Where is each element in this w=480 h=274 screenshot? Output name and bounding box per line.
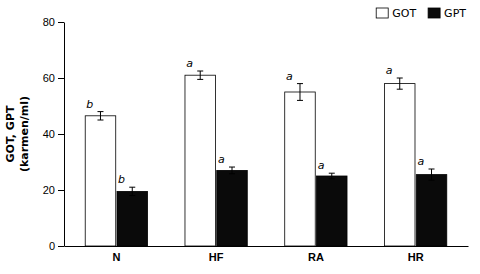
error-bar: [197, 71, 203, 79]
legend-item: GPT: [428, 7, 466, 20]
y-tick-label: 60: [43, 72, 55, 84]
y-tick-mark: [58, 22, 64, 23]
significance-letter: b: [118, 173, 125, 186]
legend-label: GOT: [392, 7, 416, 20]
y-axis-title-line: GOT, GPT: [4, 105, 17, 162]
legend-swatch: [376, 8, 388, 18]
legend-label: GPT: [444, 7, 466, 20]
y-tick: 80: [43, 16, 64, 28]
x-tick: N: [112, 251, 120, 263]
plot: 0 20 40 60 80 N HF RA HR b a a a b a a a GOT GPT: [43, 7, 469, 263]
error-bar: [229, 167, 235, 174]
significance-letter: a: [286, 70, 293, 83]
x-tick-label: HR: [408, 251, 424, 263]
error-bar: [329, 173, 335, 179]
y-axis-title: GOT, GPT(karmen/ml): [4, 96, 31, 172]
y-tick: 40: [43, 128, 64, 140]
legend-item: GOT: [376, 7, 416, 20]
bar: [285, 92, 316, 246]
x-axis-line: [65, 246, 469, 247]
bar: [217, 170, 248, 246]
significance-letter: a: [186, 57, 193, 70]
x-axis: N HF RA HR: [65, 247, 469, 263]
x-tick-label: RA: [308, 251, 324, 263]
y-tick-mark: [58, 246, 64, 247]
error-bar: [129, 187, 135, 195]
error-bar: [97, 112, 103, 120]
chart: 0 20 40 60 80 N HF RA HR b a a a b a a a GOT GPT GOT, GPT(k…: [0, 0, 480, 274]
legend-swatch: [428, 8, 440, 18]
y-tick-label: 20: [43, 184, 55, 196]
bar: [416, 175, 447, 246]
significance-letter: a: [386, 64, 393, 77]
bar: [185, 75, 216, 246]
y-tick: 20: [43, 184, 64, 196]
bar-series: [85, 71, 415, 246]
y-axis: 0 20 40 60 80: [43, 16, 65, 252]
y-tick-mark: [58, 78, 64, 79]
significance-letter: a: [417, 155, 424, 168]
y-axis-line: [64, 23, 65, 247]
bar: [317, 176, 348, 246]
legend: GOT GPT: [376, 7, 466, 20]
bar-series: [117, 167, 447, 246]
y-tick-label: 0: [49, 240, 55, 252]
y-tick-mark: [58, 190, 64, 191]
bar: [85, 116, 116, 246]
bar: [384, 84, 415, 246]
error-bar: [397, 78, 403, 89]
significance-letter: a: [218, 153, 225, 166]
x-tick-label: N: [112, 251, 120, 263]
y-axis-title-line: (karmen/ml): [18, 96, 31, 172]
letters: b a a a b a a a: [86, 57, 424, 186]
significance-letter: a: [318, 159, 325, 172]
error-bar: [297, 84, 303, 101]
x-tick: RA: [308, 251, 324, 263]
bar: [117, 191, 148, 246]
x-tick: HR: [408, 251, 424, 263]
x-tick: HF: [209, 251, 224, 263]
y-tick: 60: [43, 72, 64, 84]
y-tick-mark: [58, 134, 64, 135]
y-tick: 0: [49, 240, 64, 252]
y-tick-label: 40: [43, 128, 55, 140]
significance-letter: b: [86, 98, 93, 111]
y-tick-label: 80: [43, 16, 55, 28]
x-tick-label: HF: [209, 251, 224, 263]
error-bar: [429, 169, 435, 180]
marks: [85, 71, 447, 246]
